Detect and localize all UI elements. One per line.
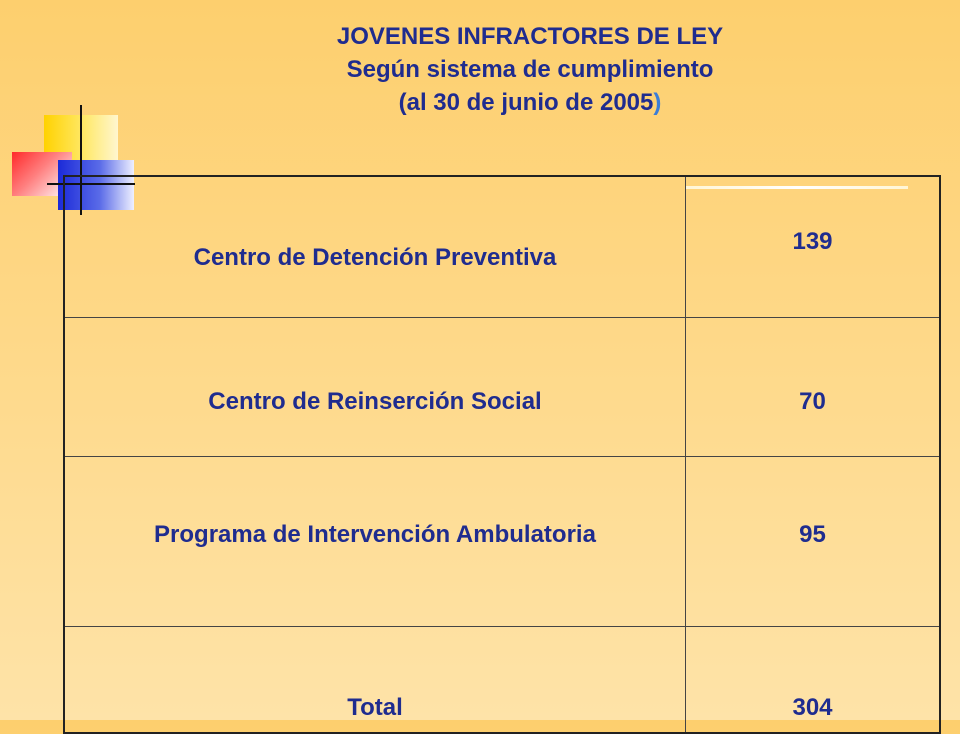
row-value: 139 — [685, 175, 941, 318]
row-label: Centro de Reinserción Social — [63, 317, 686, 457]
table-row: Centro de Detención Preventiva 139 — [63, 175, 941, 318]
title-closing-paren: ) — [653, 89, 662, 116]
table-row: Programa de Intervención Ambulatoria 95 — [63, 456, 941, 627]
row-label: Programa de Intervención Ambulatoria — [63, 456, 686, 627]
total-value: 304 — [685, 626, 941, 734]
row-label: Centro de Detención Preventiva — [63, 175, 686, 318]
row-value: 70 — [685, 317, 941, 457]
slide-title: JOVENES INFRACTORES DE LEY Según sistema… — [150, 20, 910, 119]
title-line-1: JOVENES INFRACTORES DE LEY — [336, 23, 724, 50]
table-row: Centro de Reinserción Social 70 — [63, 317, 941, 457]
data-table: Centro de Detención Preventiva 139 Centr… — [63, 175, 941, 734]
table-row-total: Total 304 — [63, 626, 941, 734]
decorative-vertical-line — [80, 105, 82, 215]
row-value: 95 — [685, 456, 941, 627]
title-line-2: Según sistema de cumplimiento — [346, 56, 714, 83]
decorative-highlight-line — [686, 186, 908, 189]
total-label: Total — [63, 626, 686, 734]
title-line-3: (al 30 de junio de 2005) — [150, 86, 910, 119]
title-line-3-text: (al 30 de junio de 2005 — [398, 89, 654, 116]
